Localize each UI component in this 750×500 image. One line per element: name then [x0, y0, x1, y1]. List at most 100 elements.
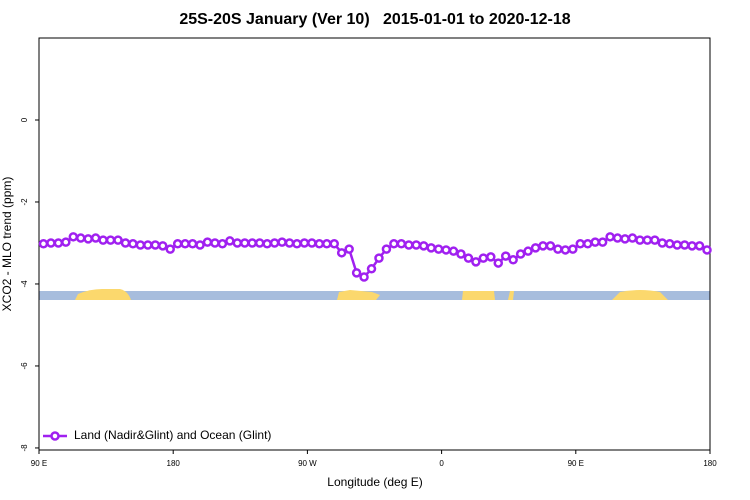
- legend: Land (Nadir&Glint) and Ocean (Glint): [43, 428, 271, 442]
- legend-label: Land (Nadir&Glint) and Ocean (Glint): [74, 428, 271, 442]
- x-tick-label: 180: [167, 459, 181, 468]
- x-tick-label: 90 E: [31, 459, 47, 468]
- land-patch: [612, 290, 668, 300]
- data-point: [679, 240, 690, 250]
- data-point: [277, 237, 287, 247]
- data-point: [329, 239, 339, 249]
- data-point: [262, 239, 272, 249]
- data-point: [612, 233, 623, 243]
- data-point: [620, 234, 630, 244]
- data-point: [568, 244, 578, 254]
- data-point: [38, 239, 49, 249]
- data-point: [83, 234, 93, 244]
- data-point: [456, 249, 466, 259]
- data-point: [61, 237, 71, 247]
- data-point: [90, 233, 101, 243]
- data-point: [702, 245, 712, 255]
- data-point: [664, 239, 675, 249]
- x-tick-label: 180: [703, 459, 717, 468]
- data-point: [493, 258, 504, 268]
- data-point: [128, 239, 138, 249]
- y-tick-label: -6: [20, 362, 29, 370]
- data-point: [523, 246, 533, 256]
- data-point: [202, 237, 213, 247]
- data-point: [441, 245, 451, 255]
- y-tick-label: -4: [20, 280, 29, 288]
- data-point: [76, 233, 86, 243]
- data-point: [322, 239, 332, 249]
- data-point: [575, 239, 586, 249]
- data-point: [269, 238, 280, 248]
- data-point: [672, 240, 682, 250]
- data-point: [217, 239, 228, 249]
- data-point: [165, 244, 175, 254]
- data-point: [344, 244, 354, 254]
- data-point: [98, 235, 108, 245]
- data-point: [486, 252, 496, 262]
- data-point: [478, 253, 489, 263]
- y-tick-label: -8: [20, 444, 29, 452]
- data-point: [650, 235, 660, 245]
- land-ocean-mask: [39, 289, 710, 300]
- data-point: [471, 257, 481, 267]
- legend-marker: [50, 431, 60, 441]
- land-patch: [462, 291, 495, 300]
- data-point: [351, 268, 362, 278]
- data-point: [232, 238, 243, 248]
- data-point: [389, 239, 399, 249]
- data-point: [254, 238, 265, 248]
- data-point: [411, 240, 422, 250]
- data-point: [500, 251, 511, 261]
- data-point: [694, 241, 705, 251]
- data-point: [374, 253, 384, 263]
- data-point: [247, 238, 257, 248]
- data-point: [284, 238, 295, 248]
- y-axis-label: XCO2 - MLO trend (ppm): [0, 177, 14, 312]
- data-point: [292, 239, 302, 249]
- data-point: [46, 238, 56, 248]
- data-point: [113, 235, 123, 245]
- data-point: [180, 239, 190, 249]
- data-point: [582, 239, 593, 249]
- data-point: [225, 236, 235, 246]
- data-point: [605, 232, 615, 242]
- data-point: [635, 235, 645, 245]
- data-point: [687, 241, 697, 251]
- data-point: [53, 238, 64, 248]
- data-point: [627, 233, 638, 243]
- data-point: [433, 244, 444, 254]
- data-point: [530, 243, 541, 253]
- data-point: [396, 239, 407, 249]
- data-point: [538, 241, 548, 251]
- data-point: [135, 240, 146, 250]
- data-point: [307, 238, 317, 248]
- y-tick-label: -2: [20, 198, 29, 206]
- data-point: [597, 237, 608, 247]
- land-patch: [337, 290, 380, 300]
- data-point: [314, 239, 325, 249]
- data-point: [508, 255, 518, 265]
- data-point: [150, 240, 161, 250]
- x-tick-label: 90 W: [298, 459, 317, 468]
- data-point: [515, 249, 526, 259]
- x-axis-label: Longitude (deg E): [327, 475, 422, 489]
- data-point: [590, 237, 600, 247]
- x-tick-label: 90 E: [568, 459, 584, 468]
- data-point: [158, 241, 168, 251]
- data-point: [381, 244, 392, 254]
- data-point: [210, 238, 220, 248]
- data-point: [120, 238, 131, 248]
- chart-title: 25S-20S January (Ver 10) 2015-01-01 to 2…: [179, 11, 570, 28]
- data-point: [366, 264, 377, 274]
- data-point: [448, 246, 459, 256]
- data-point: [172, 239, 183, 249]
- data-point: [359, 272, 369, 282]
- x-tick-label: 0: [439, 459, 444, 468]
- data-point: [336, 248, 347, 258]
- data-point: [560, 245, 571, 255]
- data-point: [657, 238, 668, 248]
- data-point: [299, 238, 310, 248]
- land-patch: [75, 289, 131, 300]
- data-point: [68, 232, 79, 242]
